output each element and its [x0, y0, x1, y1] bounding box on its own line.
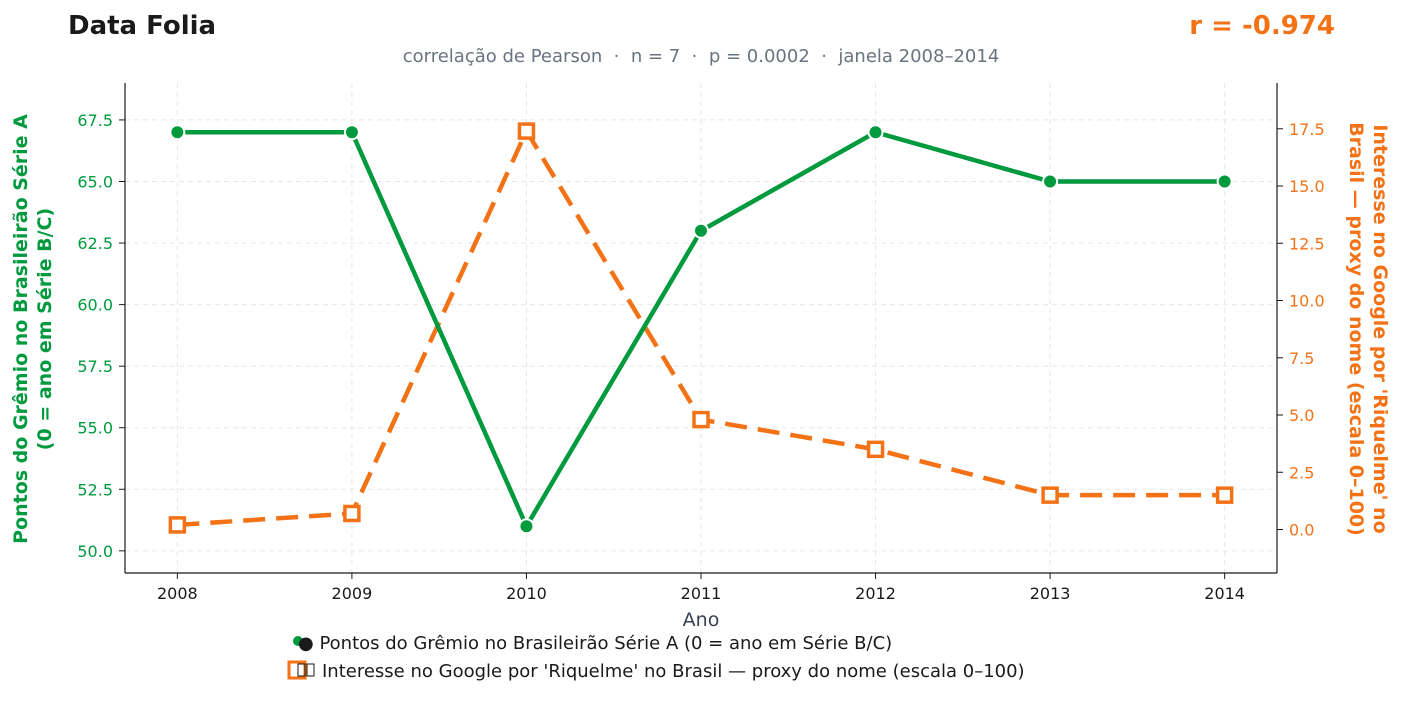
legend-dot-icon: ● — [298, 633, 319, 654]
data-point-riquelme — [168, 516, 187, 534]
left-tick-label: 60.0 — [77, 296, 113, 315]
data-point-riquelme — [1041, 486, 1059, 504]
right-tick-label: 5.0 — [1289, 406, 1314, 425]
left-tick-label: 52.5 — [77, 480, 113, 499]
brand-title: Data Folia — [68, 11, 216, 41]
data-point-riquelme — [517, 122, 536, 140]
grid-lines — [125, 83, 1277, 573]
right-tick-label: 0.0 — [1289, 520, 1314, 539]
data-point-gremio — [1216, 173, 1233, 190]
x-tick-label: 2014 — [1204, 584, 1245, 603]
legend-glyph-icon — [306, 663, 315, 677]
left-tick-label: 55.0 — [77, 419, 113, 438]
data-point-riquelme — [1215, 486, 1234, 504]
data-point-gremio — [867, 124, 884, 141]
legend-item-green: ● Pontos do Grêmio no Brasileirão Série … — [293, 633, 892, 654]
legend-label-orange: Interesse no Google por 'Riquelme' no Br… — [322, 661, 1025, 682]
right-tick-label: 2.5 — [1289, 463, 1314, 482]
legend-label-green: ● Pontos do Grêmio no Brasileirão Série … — [298, 633, 892, 654]
legend: ● Pontos do Grêmio no Brasileirão Série … — [287, 633, 1025, 682]
data-point-gremio — [693, 222, 709, 239]
data-point-gremio — [1042, 173, 1059, 190]
right-axis-label: Interesse no Google por 'Riquelme' no Br… — [1345, 122, 1391, 536]
left-tick-label: 50.0 — [77, 542, 113, 561]
right-tick-label: 12.5 — [1289, 234, 1325, 253]
data-point-gremio — [518, 518, 535, 535]
right-axis-ticks: 0.0 2.5 5.0 7.5 10.0 12.5 15.0 17.5 — [1277, 120, 1325, 539]
left-tick-label: 62.5 — [77, 234, 113, 253]
left-axis-label-line1: Pontos do Grêmio no Brasileirão Série A — [10, 114, 32, 544]
x-tick-label: 2008 — [157, 584, 198, 603]
right-tick-label: 17.5 — [1289, 120, 1325, 139]
right-tick-label: 10.0 — [1289, 292, 1325, 311]
left-axis-label: Pontos do Grêmio no Brasileirão Série A … — [10, 114, 56, 544]
left-tick-label: 57.5 — [77, 357, 113, 376]
data-point-gremio — [169, 124, 186, 141]
x-axis-ticks: 2008 2009 2010 2011 2012 2013 2014 — [157, 573, 1245, 603]
correlation-value: r = -0.974 — [1189, 11, 1335, 41]
right-axis-label-line2: Brasil — proxy do nome (escala 0–100) — [1345, 122, 1367, 536]
legend-text-green: Pontos do Grêmio no Brasileirão Série A … — [319, 633, 892, 654]
x-tick-label: 2010 — [506, 584, 547, 603]
data-point-riquelme — [866, 440, 885, 459]
x-tick-label: 2011 — [681, 584, 722, 603]
x-tick-label: 2012 — [855, 584, 896, 603]
legend-circle-marker — [293, 636, 303, 646]
right-axis-label-line1: Interesse no Google por 'Riquelme' no — [1369, 124, 1391, 533]
x-tick-label: 2013 — [1030, 584, 1071, 603]
data-point-riquelme — [343, 504, 361, 523]
series-layer — [168, 122, 1234, 535]
x-tick-label: 2009 — [332, 584, 373, 603]
data-point-gremio — [343, 124, 360, 141]
legend-glyph-icon — [297, 663, 306, 677]
x-axis-label: Ano — [683, 609, 720, 631]
left-tick-label: 65.0 — [77, 172, 113, 191]
left-axis-ticks: 50.0 52.5 55.0 57.5 60.0 62.5 65.0 67.5 — [77, 111, 125, 561]
data-point-riquelme — [692, 410, 710, 429]
right-tick-label: 15.0 — [1289, 177, 1325, 196]
legend-item-orange: Interesse no Google por 'Riquelme' no Br… — [287, 660, 1025, 682]
left-axis-label-line2: (0 = ano em Série B/C) — [34, 208, 56, 450]
left-tick-label: 67.5 — [77, 111, 113, 130]
right-tick-label: 7.5 — [1289, 349, 1314, 368]
chart-subtitle: correlação de Pearson · n = 7 · p = 0.00… — [403, 46, 1000, 67]
